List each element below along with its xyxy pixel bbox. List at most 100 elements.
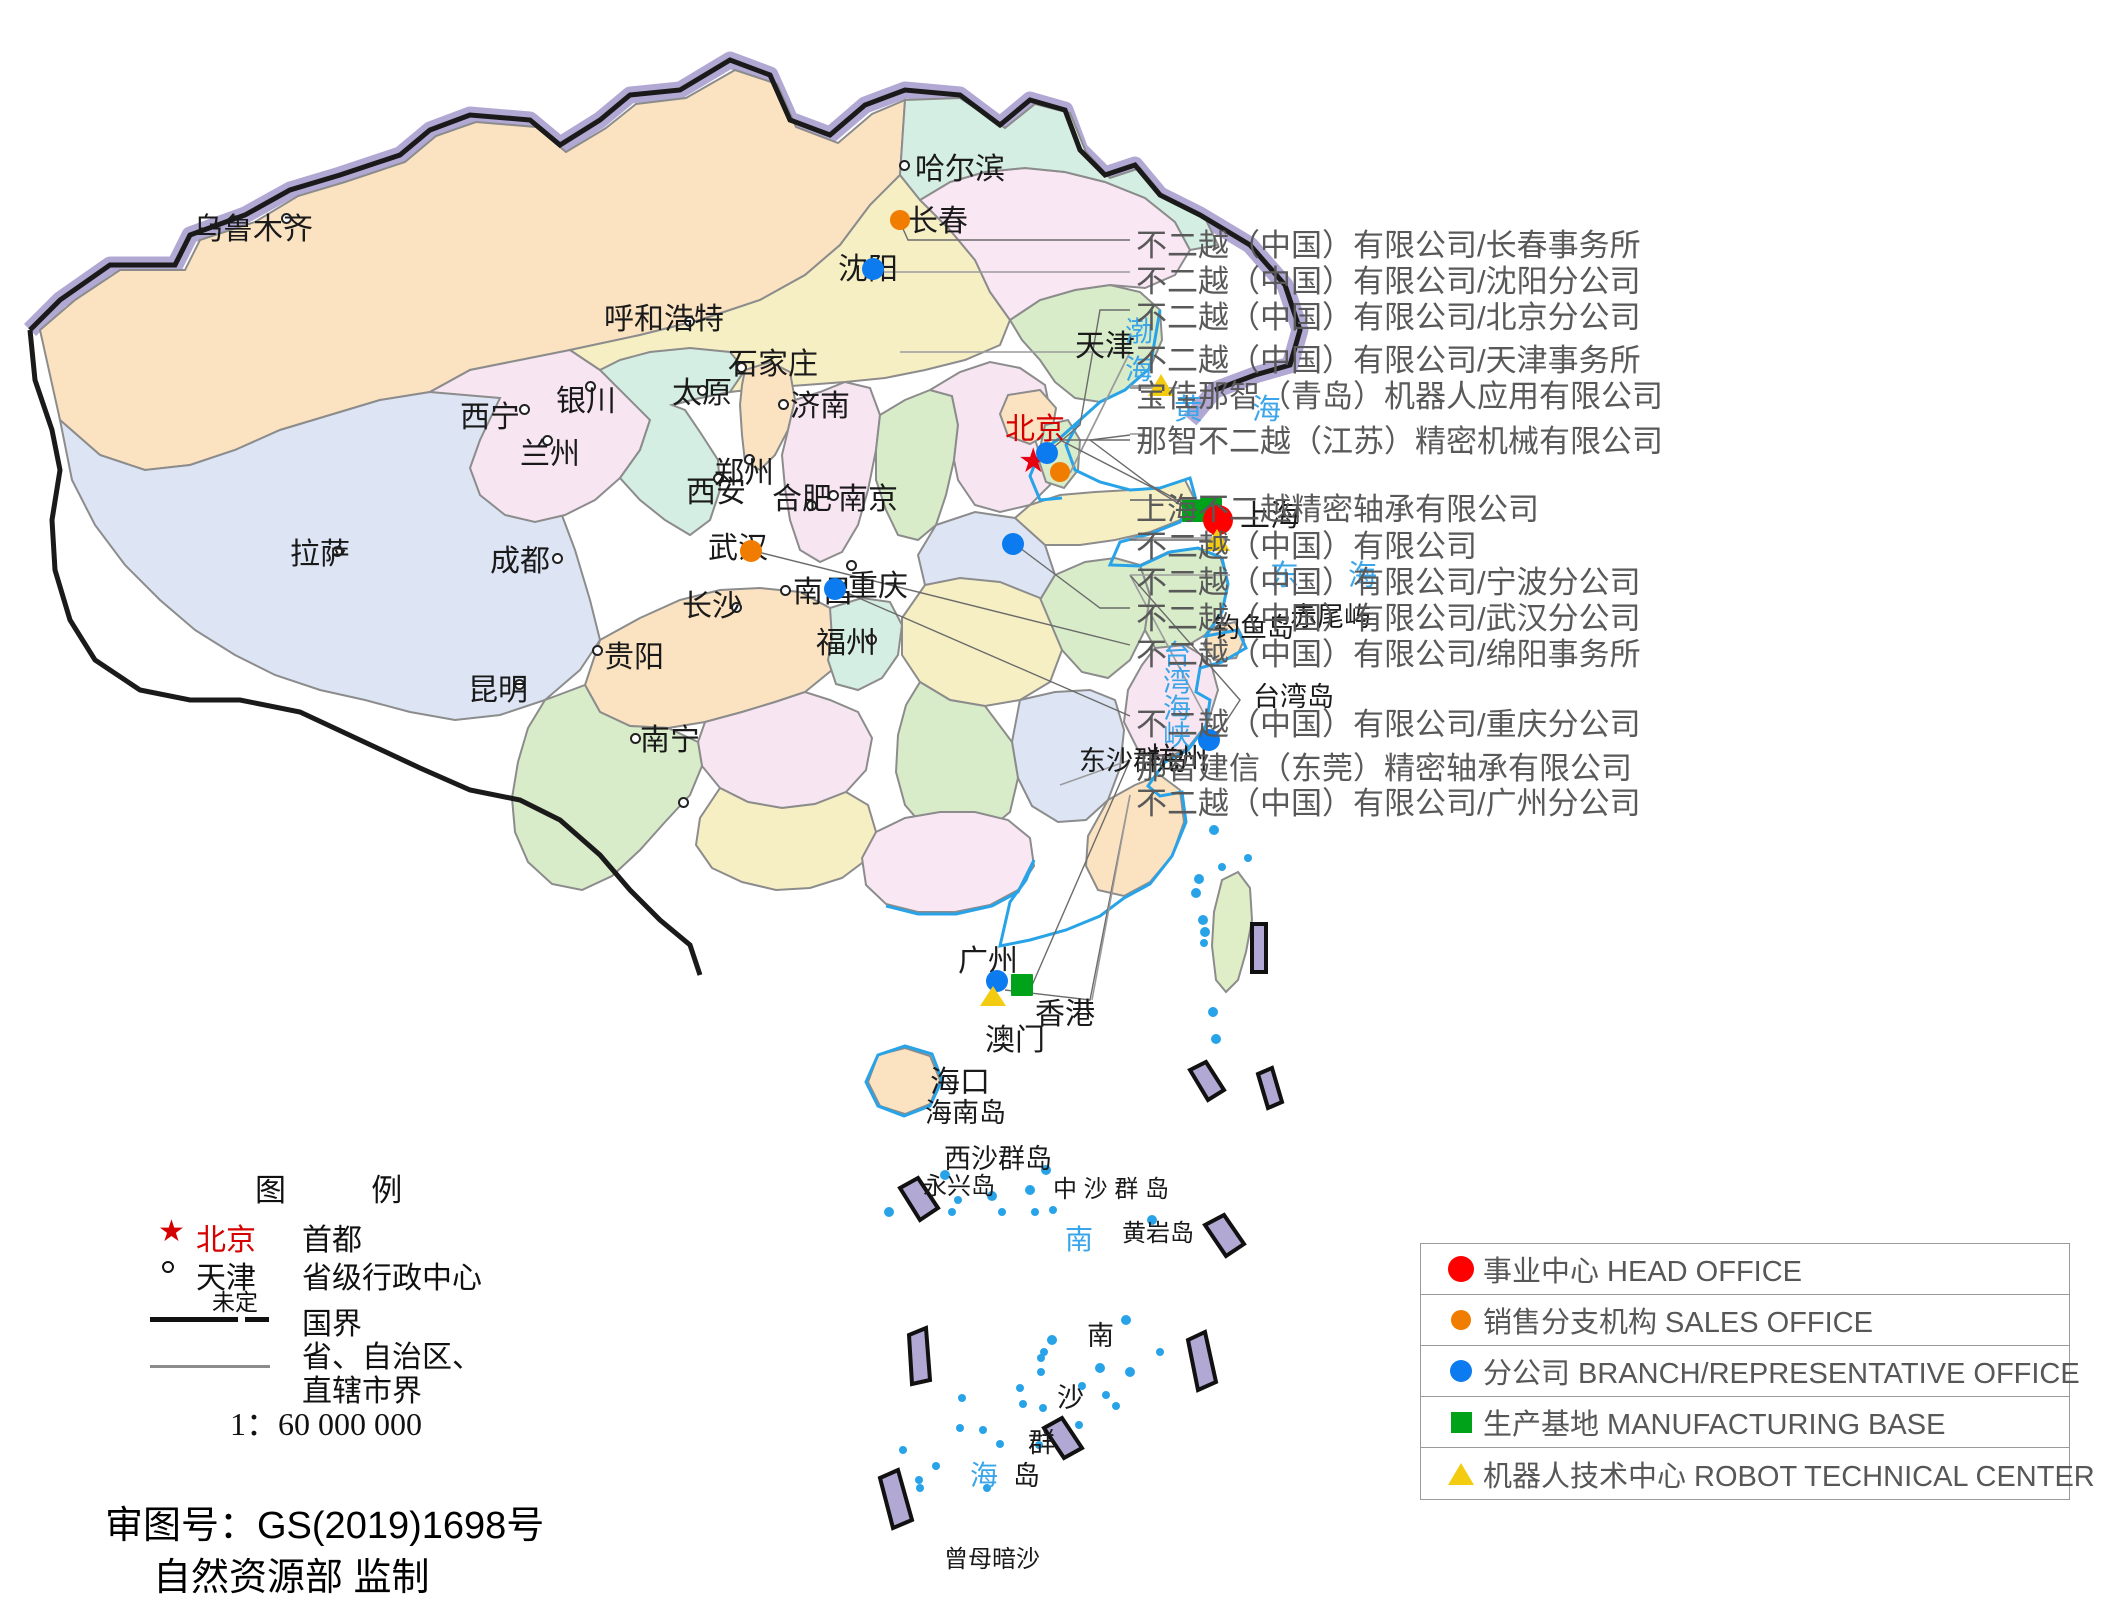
province-center-dot [713,473,724,484]
map-credit: 审图号：GS(2019)1698号 自然资源部 监制 [105,1500,544,1605]
map-legend-desc-province-border: 省、自治区、 直辖市界 [302,1341,482,1408]
marker-sales-office-tianjin[interactable] [1050,462,1070,482]
company-legend-box: 事业中心 HEAD OFFICE 销售分支机构 SALES OFFICE 分公司… [1420,1243,2095,1500]
callout-label-guangzhou[interactable]: 不二越（中国）有限公司/广州分公司 [1136,786,1641,821]
callout-label-nachi-china[interactable]: 不二越（中国）有限公司 [1136,529,1477,564]
island-label-nansha-4: 岛 [1013,1461,1040,1491]
callout-label-ningbo[interactable]: 不二越（中国）有限公司/宁波分公司 [1136,565,1641,600]
marker-branch-office-wuhan[interactable] [1002,533,1024,555]
map-legend-name-tianjin: 天津 [196,1262,256,1295]
legend-row-robot-center[interactable]: 机器人技术中心 ROBOT TECHNICAL CENTER [1421,1448,2095,1499]
marker-branch-office-shenyang[interactable] [862,258,884,280]
island-dots [884,825,1252,1492]
island-label-diaoyu: 钓鱼岛 [1213,613,1294,643]
city-label-nanjing: 南京 [838,483,898,516]
island-label-huangyan: 黄岩岛 [1122,1220,1194,1247]
callout-label-dongguan[interactable]: 那智建信（东莞）精密轴承有限公司 [1136,751,1632,786]
marker-sales-office-changchun[interactable] [890,210,910,230]
robot-center-icon [1439,1462,1483,1485]
city-label-jinan: 济南 [790,390,850,423]
island-label-hainan: 海南岛 [925,1098,1006,1128]
marker-manufacturing-base-dongguan[interactable] [1011,974,1033,996]
map-scale: 1：60 000 000 [230,1406,423,1442]
province-center-dot [899,160,910,171]
legend-row-manufacturing-base[interactable]: 生产基地 MANUFACTURING BASE [1421,1397,2069,1448]
island-label-nansha-3: 群 [1028,1428,1055,1458]
callout-label-mianyang[interactable]: 不二越（中国）有限公司/绵阳事务所 [1136,637,1641,672]
sea-label-bohai-1: 渤 [1125,316,1154,347]
province-border-line-icon [150,1365,270,1368]
sea-label-south-china-sea-2: 海 [970,1460,999,1491]
marker-branch-office-ningbo[interactable] [1198,729,1220,751]
province-center-dot [684,316,695,327]
callout-label-shanghai-bearing[interactable]: 上海不二越精密轴承有限公司 [1136,492,1539,527]
red-star-icon: ★ [158,1215,185,1248]
province-center-dot [552,553,563,564]
province-center-dot [519,404,530,415]
marker-branch-office-chongqing[interactable] [824,578,846,600]
callout-label-chongqing[interactable]: 不二越（中国）有限公司/重庆分公司 [1136,707,1641,742]
island-label-zhongsha: 中 沙 群 岛 [1053,1176,1170,1203]
city-label-hohhot: 呼和浩特 [604,303,724,336]
callout-label-beijing[interactable]: 不二越（中国）有限公司/北京分公司 [1136,300,1641,335]
legend-row-branch-office[interactable]: 分公司 BRANCH/REPRESENTATIVE OFFICE [1421,1346,2080,1397]
manufacturing-base-icon [1439,1411,1483,1433]
province-center-dot [731,602,742,613]
province-center-dot [846,560,857,571]
national-border-line-dash-icon [245,1317,269,1322]
callout-label-wuhan[interactable]: 不二越（中国）有限公司/武汉分公司 [1136,601,1641,636]
map-legend-name-beijing: 北京 [196,1224,256,1257]
map-legend-desc-national-border: 国界 [302,1308,362,1341]
legend-row-sales-office[interactable]: 销售分支机构 SALES OFFICE [1421,1295,2069,1346]
marker-robot-center-qingdao[interactable] [1148,374,1174,396]
city-label-changsha: 长沙 [682,590,742,623]
marker-branch-office-beijing[interactable] [1036,442,1058,464]
province-center-dot [866,634,877,645]
province-center-dot [630,733,641,744]
province-center-dot [592,645,603,656]
map-legend-desc-province-center: 省级行政中心 [302,1262,482,1295]
marker-robot-center-guangzhou[interactable] [980,986,1006,1006]
island-label-nansha-1: 南 [1087,1321,1114,1351]
province-center-dot [281,213,292,224]
callout-label-qingdao[interactable]: 宝佳那智（青岛）机器人应用有限公司 [1136,379,1663,414]
city-label-tianjin: 天津 [1075,330,1135,363]
city-label-shijiazhuang: 石家庄 [728,348,818,381]
sea-label-south-china-sea-1: 南 [1065,1224,1094,1255]
branch-office-icon [1439,1360,1483,1382]
legend-label-robot-center: 机器人技术中心 ROBOT TECHNICAL CENTER [1483,1460,2095,1493]
province-center-dot [514,679,525,690]
city-label-xian: 西安 [686,476,746,509]
legend-label-sales-office: 销售分支机构 SALES OFFICE [1483,1307,1873,1339]
province-center-dot [678,797,689,808]
city-label-beijing: 北京 [1005,413,1065,446]
callout-label-jiangsu[interactable]: 那智不二越（江苏）精密机械有限公司 [1136,424,1663,459]
callout-label-shenyang[interactable]: 不二越（中国）有限公司/沈阳分公司 [1136,264,1641,299]
marker-robot-center-shanghai[interactable] [1204,529,1230,551]
sea-label-yellow-sea: 黄 海 [1174,394,1292,426]
legend-row-head-office[interactable]: 事业中心 HEAD OFFICE [1421,1244,2069,1295]
sea-label-taiwan-strait-1: 台 [1163,639,1192,670]
city-label-harbin: 哈尔滨 [915,153,1005,186]
marker-sales-office-mianyang[interactable] [740,540,762,562]
national-border-line-icon [150,1317,238,1322]
province-center-dot [332,546,343,557]
city-label-fuzhou: 福州 [816,627,876,660]
legend-label-manufacturing-base: 生产基地 MANUFACTURING BASE [1483,1409,1946,1441]
city-label-taiyuan: 太原 [672,377,732,410]
province-center-dot [744,454,755,465]
city-label-zhengzhou: 郑州 [714,457,774,490]
city-label-hangzhou: 杭州 [1148,743,1208,776]
island-label-zengmu: 曾母暗沙 [944,1546,1040,1573]
city-label-chongqing: 重庆 [848,570,908,603]
island-label-dongsha: 东沙群岛 [1079,746,1187,776]
callout-label-changchun[interactable]: 不二越（中国）有限公司/长春事务所 [1136,228,1641,263]
province-center-dot [736,362,747,373]
map-legend-title: 图 例 [255,1165,402,1210]
province-center-dot [778,399,789,410]
marker-manufacturing-base-jiangsu[interactable] [1182,500,1204,522]
city-label-xining: 西宁 [460,401,520,434]
callout-leader-lines [757,221,1241,1001]
callout-label-tianjin[interactable]: 不二越（中国）有限公司/天津事务所 [1136,343,1641,378]
map-legend-title-a: 图 [255,1173,286,1208]
